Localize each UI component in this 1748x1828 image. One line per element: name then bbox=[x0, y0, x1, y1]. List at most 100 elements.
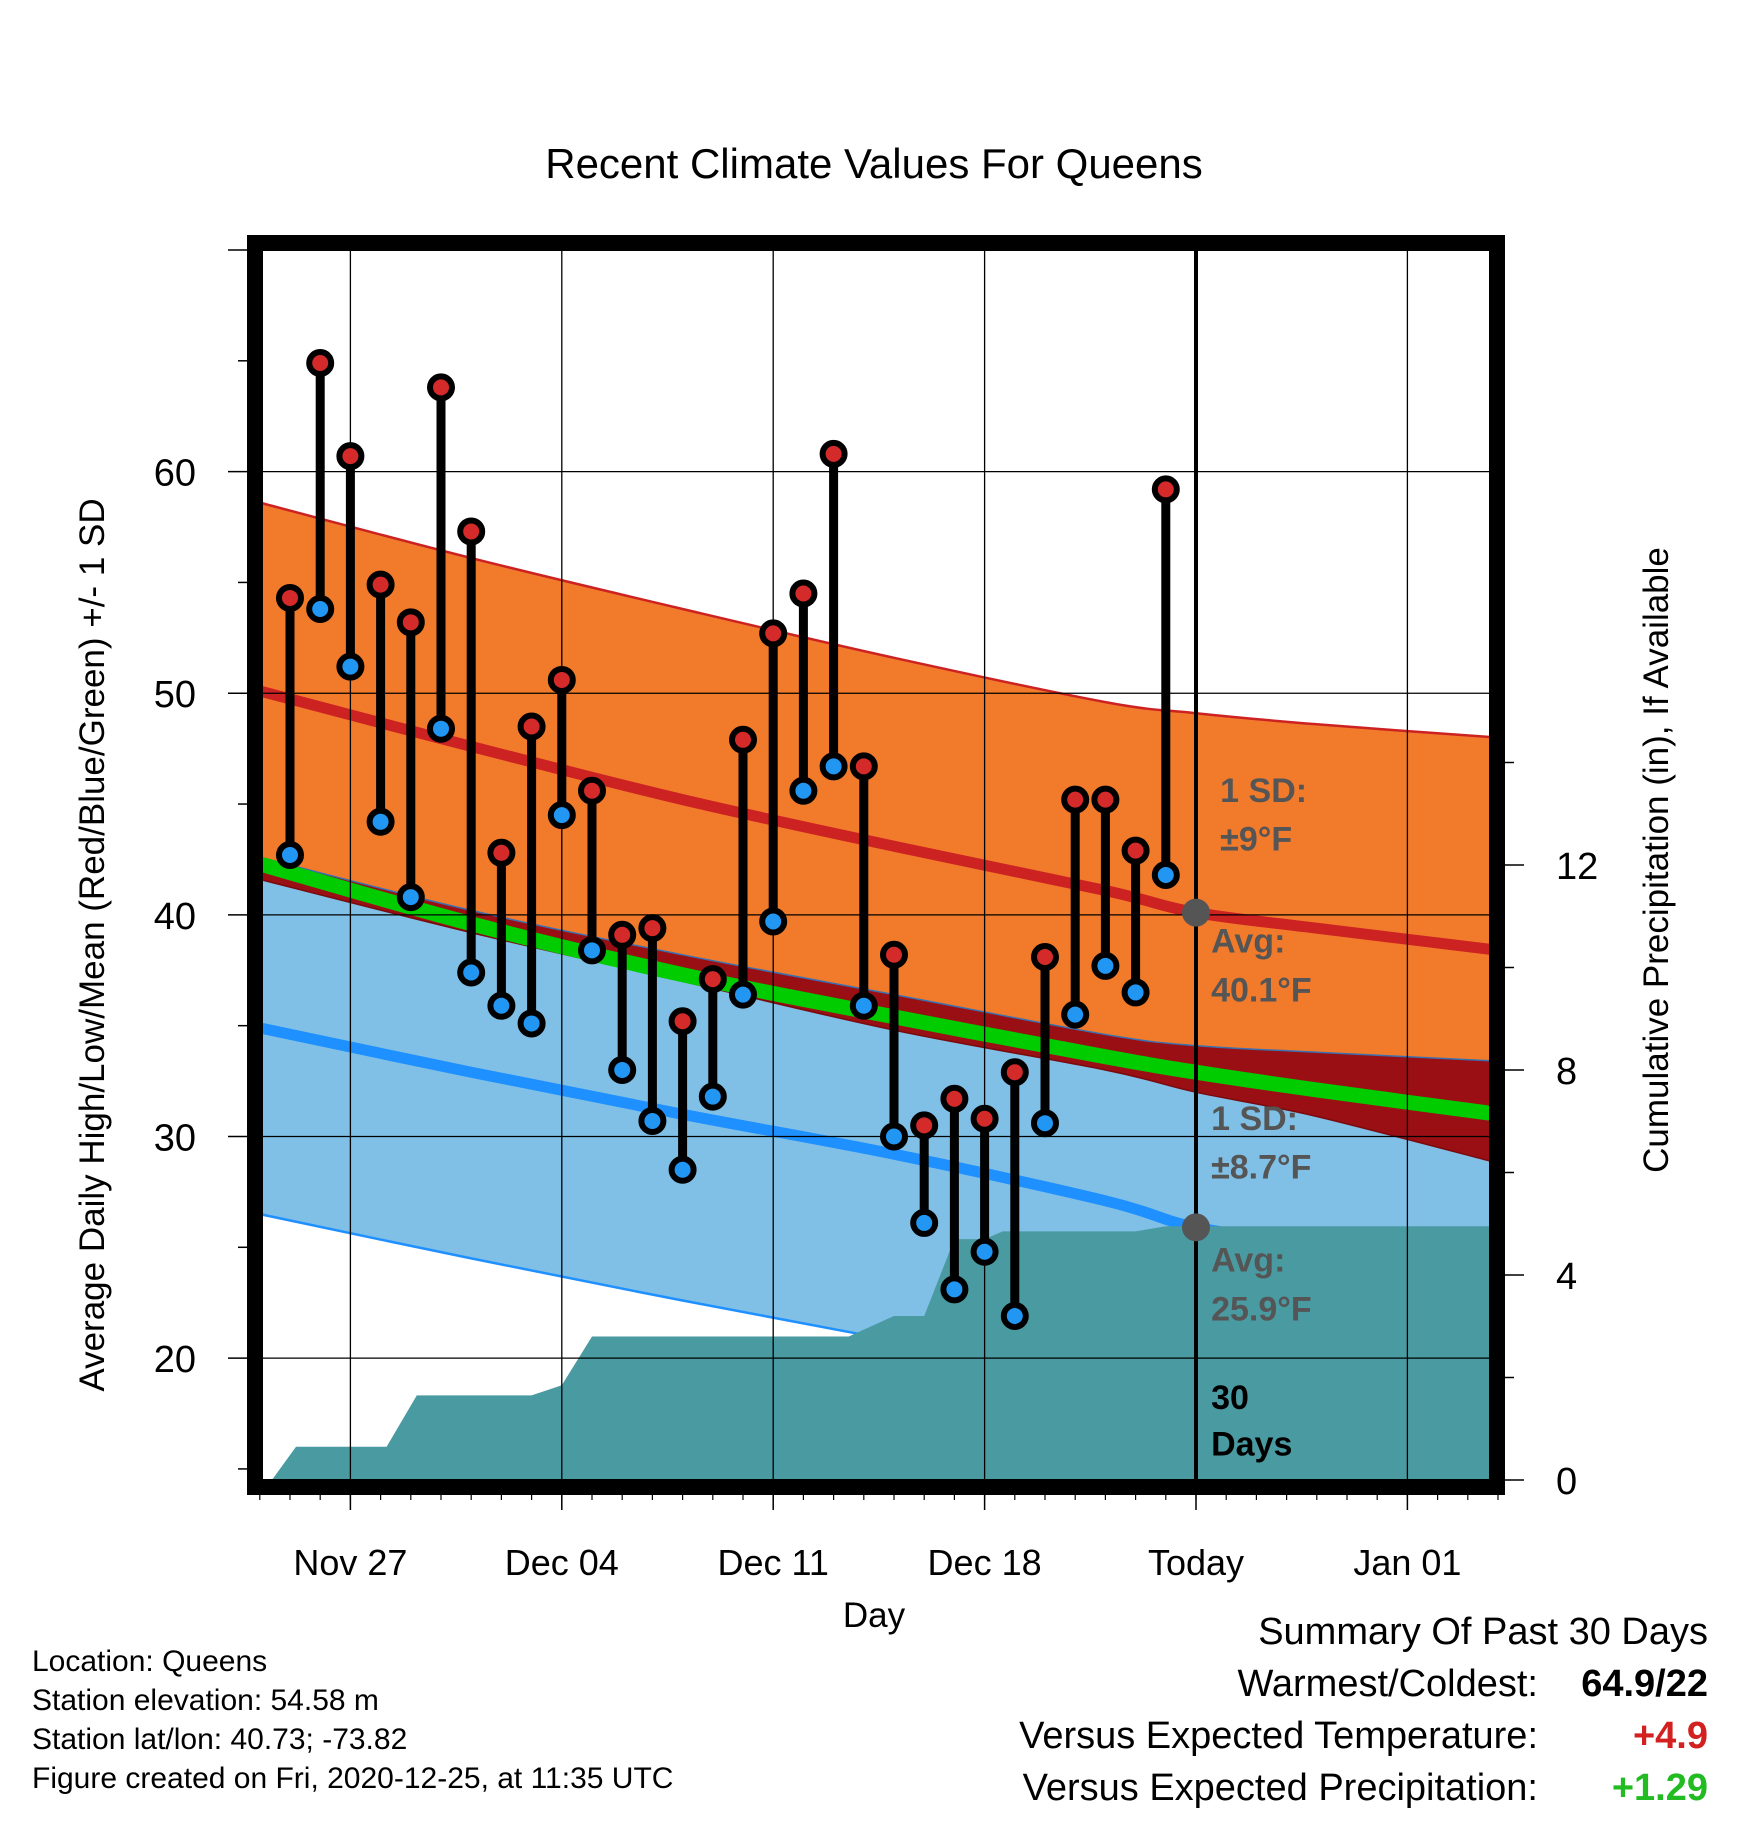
daily-low-marker bbox=[849, 991, 878, 1020]
summary-precip-row: Versus Expected Precipitation: +1.29 bbox=[1019, 1762, 1708, 1814]
daily-low-marker bbox=[880, 1122, 908, 1151]
precip-vs-expected-label: Versus Expected Precipitation: bbox=[1022, 1767, 1538, 1809]
daily-high-marker bbox=[638, 914, 667, 943]
daily-high-marker bbox=[849, 752, 878, 781]
temp-vs-expected-value: +4.9 bbox=[1632, 1715, 1708, 1757]
daily-low-marker bbox=[819, 752, 848, 781]
daily-low-marker bbox=[698, 1082, 727, 1111]
daily-low-marker bbox=[276, 841, 304, 870]
chart-title: Recent Climate Values For Queens bbox=[545, 140, 1203, 187]
summary-title: Summary Of Past 30 Days bbox=[1258, 1611, 1708, 1653]
daily-high-marker bbox=[517, 712, 546, 741]
plot-content: 1 SD: ±9°F Avg: 40.1°F 1 SD: ±8.7°F Avg: 25.9°F… bbox=[262, 250, 1490, 1480]
summary-panel: Summary Of Past 30 Days Warmest/Coldest:… bbox=[1019, 1606, 1708, 1814]
daily-high-marker bbox=[547, 665, 576, 694]
daily-low-marker bbox=[940, 1275, 969, 1304]
y-right-tick-label: 8 bbox=[1556, 1051, 1577, 1093]
annotation-line1: 1 SD: bbox=[1220, 772, 1307, 810]
y-left-tick-label: 50 bbox=[154, 674, 196, 716]
x-axis-label: Day bbox=[843, 1596, 906, 1635]
location-text: Location: Queens bbox=[32, 1645, 268, 1678]
x-tick-label: Today bbox=[1148, 1542, 1244, 1583]
daily-low-marker bbox=[457, 958, 486, 987]
daily-high-marker bbox=[336, 442, 365, 471]
daily-high-marker bbox=[396, 608, 425, 637]
normal-high-line bbox=[262, 685, 1490, 955]
daily-low-marker bbox=[638, 1106, 667, 1135]
warmest-label: Warmest/Coldest: bbox=[1237, 1663, 1538, 1705]
y-right-tick-label: 12 bbox=[1556, 846, 1598, 888]
daily-low-marker bbox=[547, 801, 576, 830]
daily-high-marker bbox=[427, 373, 455, 402]
daily-high-marker bbox=[608, 920, 637, 949]
daily-high-marker bbox=[457, 517, 486, 546]
normal-mean-line bbox=[262, 856, 1490, 1121]
daily-low-marker bbox=[1061, 1000, 1090, 1029]
daily-high-marker bbox=[729, 725, 757, 754]
summary-temp-row: Versus Expected Temperature: +4.9 bbox=[1019, 1710, 1708, 1762]
annotation-line2: 25.9°F bbox=[1211, 1290, 1312, 1328]
x-tick-label: Jan 01 bbox=[1353, 1542, 1461, 1583]
daily-high-marker bbox=[1000, 1058, 1029, 1087]
daily-high-marker bbox=[940, 1084, 969, 1113]
daily-low-marker bbox=[910, 1208, 939, 1237]
plot-frame bbox=[247, 235, 1505, 1495]
daily-low-marker bbox=[306, 595, 335, 624]
daily-high-marker bbox=[487, 838, 516, 867]
x-tick-label: Nov 27 bbox=[293, 1542, 407, 1583]
station-info: Location: Queens Station elevation: 54.5… bbox=[32, 1642, 673, 1798]
annotation-line1: Avg: bbox=[1211, 1242, 1285, 1280]
daily-high-marker bbox=[578, 776, 606, 805]
daily-high-marker bbox=[698, 965, 727, 994]
annotation-line2: ±9°F bbox=[1220, 821, 1292, 859]
summary-warmest-row: Warmest/Coldest: 64.9/22 bbox=[1019, 1658, 1708, 1710]
temp-vs-expected-label: Versus Expected Temperature: bbox=[1019, 1715, 1538, 1757]
x-tick-label: Dec 11 bbox=[717, 1542, 828, 1583]
annotation-line1: 1 SD: bbox=[1211, 1100, 1298, 1138]
daily-high-marker bbox=[789, 579, 818, 608]
annotation-line1: 30 bbox=[1211, 1379, 1249, 1417]
y-axis-left-label: Average Daily High/Low/Mean (Red/Blue/Gr… bbox=[73, 498, 112, 1391]
annotation-line2: Days bbox=[1211, 1426, 1292, 1464]
daily-high-marker bbox=[910, 1111, 939, 1140]
daily-low-marker bbox=[759, 907, 788, 936]
daily-low-marker bbox=[487, 991, 516, 1020]
daily-low-marker bbox=[789, 776, 818, 805]
y-left-tick-label: 40 bbox=[154, 896, 196, 938]
high-sd-band bbox=[262, 503, 1490, 1061]
daily-high-marker bbox=[1031, 942, 1059, 971]
precip-vs-expected-value: +1.29 bbox=[1611, 1767, 1708, 1809]
precip-area bbox=[271, 1226, 1490, 1480]
y-axis-right-label: Cumulative Precipitation (in), If Availa… bbox=[1637, 547, 1676, 1173]
x-tick-label: Dec 18 bbox=[928, 1542, 1042, 1583]
avg-high-marker bbox=[1182, 898, 1210, 927]
daily-high-marker bbox=[759, 619, 788, 648]
daily-low-marker bbox=[1031, 1109, 1059, 1138]
daily-low-marker bbox=[1151, 860, 1180, 889]
daily-high-marker bbox=[1091, 785, 1120, 814]
daily-high-marker bbox=[306, 349, 335, 378]
daily-low-marker bbox=[1000, 1302, 1029, 1330]
daily-low-marker bbox=[366, 807, 395, 836]
daily-low-marker bbox=[970, 1237, 999, 1266]
daily-high-marker bbox=[970, 1104, 999, 1133]
y-left-tick-label: 30 bbox=[154, 1117, 196, 1159]
daily-high-marker bbox=[276, 583, 304, 612]
daily-high-marker bbox=[366, 570, 395, 599]
low-sd-upper-line bbox=[262, 879, 1490, 1162]
daily-high-marker bbox=[668, 1007, 697, 1036]
high-sd-upper-line bbox=[262, 501, 1490, 739]
plot-area: 1 SD: ±9°F Avg: 40.1°F 1 SD: ±8.7°F Avg: 25.9°F… bbox=[154, 235, 1598, 1583]
daily-high-marker bbox=[1151, 475, 1180, 504]
y-right-tick-label: 0 bbox=[1556, 1461, 1577, 1503]
daily-low-marker bbox=[1091, 951, 1120, 980]
daily-low-marker bbox=[396, 883, 425, 912]
high-sd-lower-line bbox=[262, 856, 1490, 1062]
daily-low-marker bbox=[578, 936, 606, 965]
daily-low-marker bbox=[427, 714, 455, 743]
daily-low-marker bbox=[1121, 978, 1150, 1007]
daily-low-marker bbox=[668, 1155, 697, 1184]
annotation-line2: 40.1°F bbox=[1211, 971, 1312, 1009]
x-tick-label: Dec 04 bbox=[505, 1542, 619, 1583]
